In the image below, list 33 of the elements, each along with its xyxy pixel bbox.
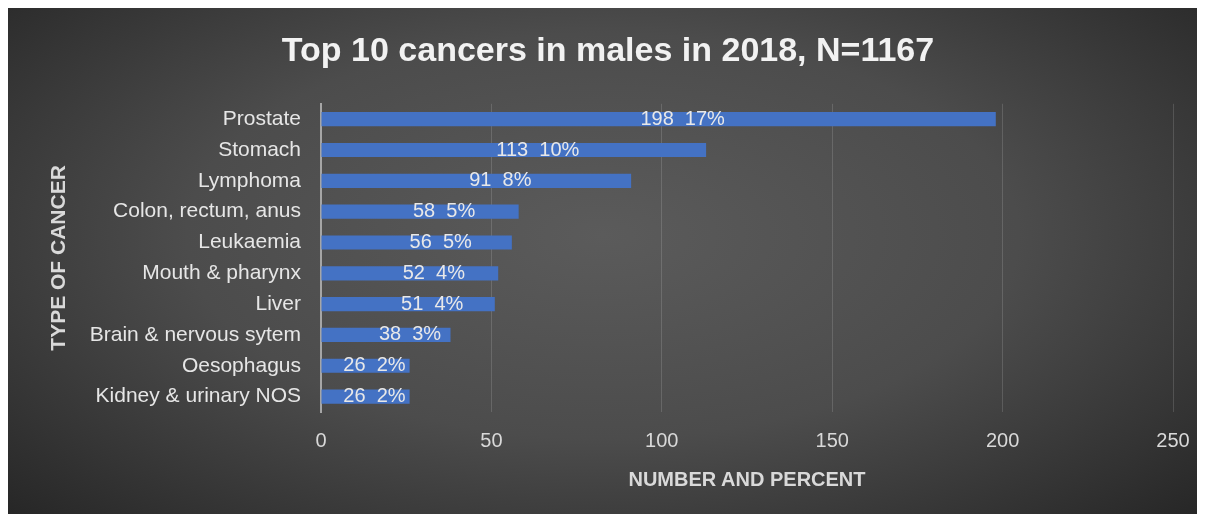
- y-tick-label: Mouth & pharynx: [142, 260, 302, 284]
- data-label: 52 4%: [402, 260, 466, 283]
- y-tick-label: Kidney & urinary NOS: [95, 383, 301, 407]
- y-tick-label: Lymphoma: [197, 167, 302, 191]
- data-label: 26 2%: [343, 384, 406, 407]
- x-tick-label: 250: [1156, 428, 1190, 451]
- y-axis-title: TYPE OF CANCER: [46, 165, 70, 351]
- bar: [321, 142, 707, 158]
- y-tick-label: Prostate: [222, 106, 301, 130]
- chart-title: Top 10 cancers in males in 2018, N=1167: [281, 29, 935, 68]
- x-axis-title: NUMBER AND PERCENT: [628, 467, 866, 490]
- x-tick-label: 150: [815, 428, 849, 451]
- x-tick-label: 0: [315, 428, 327, 451]
- data-label: 38 3%: [378, 322, 442, 345]
- data-label: 113 10%: [496, 137, 580, 160]
- bar: [321, 112, 996, 127]
- x-tick-label: 100: [645, 428, 679, 451]
- y-tick-label: Colon, rectum, anus: [113, 198, 301, 222]
- x-tick-label: 200: [985, 428, 1020, 451]
- data-label: 51 4%: [401, 291, 464, 314]
- data-label: 56 5%: [409, 230, 473, 253]
- bar: [321, 173, 632, 188]
- y-tick-label: Liver: [255, 290, 301, 314]
- y-tick-label: Brain & nervous sytem: [89, 321, 301, 345]
- data-label: 91 8%: [469, 168, 532, 191]
- y-tick-label: Stomach: [218, 136, 301, 160]
- data-label: 198 17%: [640, 106, 726, 129]
- data-label: 58 5%: [412, 199, 476, 222]
- x-tick-label: 50: [480, 428, 503, 451]
- y-tick-label: Oesophagus: [181, 352, 301, 376]
- bar: [321, 235, 512, 250]
- data-label: 26 2%: [343, 353, 406, 376]
- y-tick-label: Leukaemia: [198, 229, 302, 253]
